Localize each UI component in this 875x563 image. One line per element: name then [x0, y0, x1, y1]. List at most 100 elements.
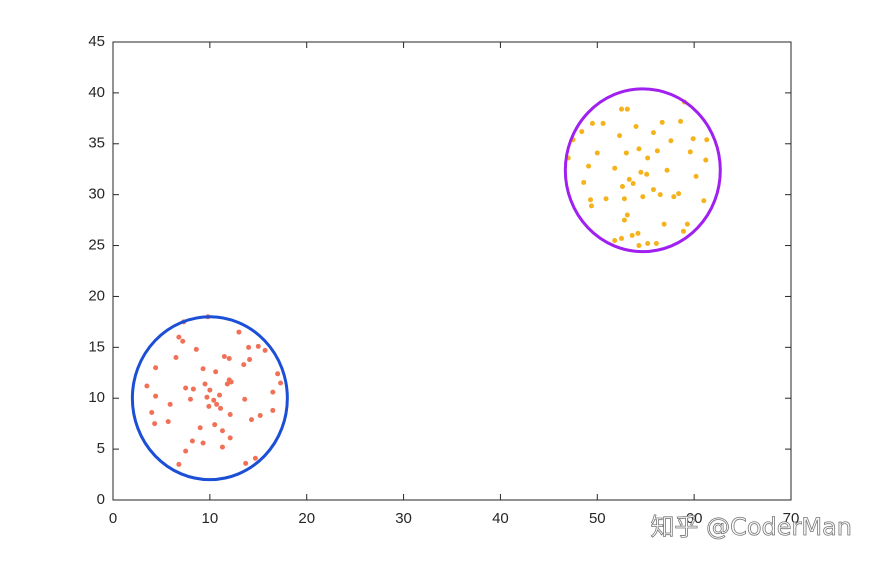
point [275, 371, 281, 377]
point [640, 194, 646, 200]
point [704, 137, 710, 143]
point [189, 438, 195, 444]
plot-frame [112, 41, 792, 501]
watermark: 知乎 @CoderMan [650, 513, 852, 541]
point [644, 171, 650, 177]
point [200, 440, 206, 446]
point [226, 356, 232, 362]
point [190, 386, 196, 392]
point [211, 397, 217, 403]
point [687, 149, 693, 155]
point [626, 176, 632, 182]
point [153, 365, 159, 371]
x-tick-label: 10 [202, 510, 219, 527]
point [207, 387, 213, 393]
point [176, 461, 182, 467]
point [636, 243, 642, 249]
point [152, 421, 158, 427]
point [657, 192, 663, 198]
cluster-circle [563, 87, 722, 254]
x-tick-label: 20 [298, 510, 315, 527]
point [227, 412, 233, 418]
point [645, 155, 651, 161]
point [589, 120, 595, 126]
point [586, 163, 592, 169]
point [588, 203, 594, 209]
point [217, 392, 223, 398]
point [701, 198, 707, 204]
point [623, 150, 629, 156]
x-tick-label: 50 [589, 510, 606, 527]
point [664, 167, 670, 173]
point [693, 173, 699, 179]
cluster-circle [130, 315, 289, 482]
point [594, 150, 600, 156]
y-tick-label: 20 [88, 287, 105, 304]
point [213, 369, 219, 375]
point [612, 237, 618, 243]
point [630, 180, 636, 186]
y-tick-label: 5 [97, 440, 105, 457]
point [659, 119, 665, 125]
point [242, 396, 248, 402]
point [249, 417, 255, 423]
point [633, 123, 639, 129]
point [246, 344, 252, 350]
point [668, 138, 674, 144]
point [193, 346, 199, 352]
point [200, 366, 206, 372]
point [180, 338, 186, 344]
point [214, 401, 220, 407]
point [243, 460, 249, 466]
point [212, 422, 218, 428]
point [227, 435, 233, 441]
point [165, 419, 171, 425]
point [624, 212, 630, 218]
point [581, 179, 587, 185]
y-tick-label: 15 [88, 338, 105, 355]
y-tick-label: 30 [88, 186, 105, 203]
y-tick-label: 25 [88, 237, 105, 254]
point [228, 379, 234, 385]
point [612, 165, 618, 171]
point [653, 241, 659, 247]
point [252, 455, 258, 461]
point [262, 347, 268, 353]
point [270, 407, 276, 413]
y-tick-label: 0 [97, 491, 105, 508]
x-tick-label: 60 [686, 510, 703, 527]
point [624, 106, 630, 112]
point [635, 230, 641, 236]
point [257, 413, 263, 419]
y-tick-label: 40 [88, 84, 105, 101]
point [173, 355, 179, 361]
point [221, 353, 227, 359]
point [650, 130, 656, 136]
point [619, 235, 624, 241]
point [197, 425, 203, 431]
point [650, 187, 656, 193]
point [149, 409, 155, 415]
point [680, 228, 686, 234]
point [684, 221, 690, 227]
point [603, 196, 609, 202]
point [167, 401, 173, 407]
point [183, 385, 189, 391]
x-tick-label: 70 [783, 510, 800, 527]
point [619, 184, 625, 190]
point [678, 118, 684, 124]
point [218, 405, 224, 411]
point [676, 191, 682, 197]
point [629, 232, 635, 238]
point [617, 133, 623, 139]
point [202, 381, 208, 387]
y-tick-label: 35 [88, 135, 105, 152]
point [645, 241, 651, 247]
point [661, 221, 667, 227]
point [579, 129, 585, 135]
point [153, 393, 159, 399]
point [621, 196, 627, 202]
point [671, 194, 677, 200]
point [206, 403, 212, 409]
